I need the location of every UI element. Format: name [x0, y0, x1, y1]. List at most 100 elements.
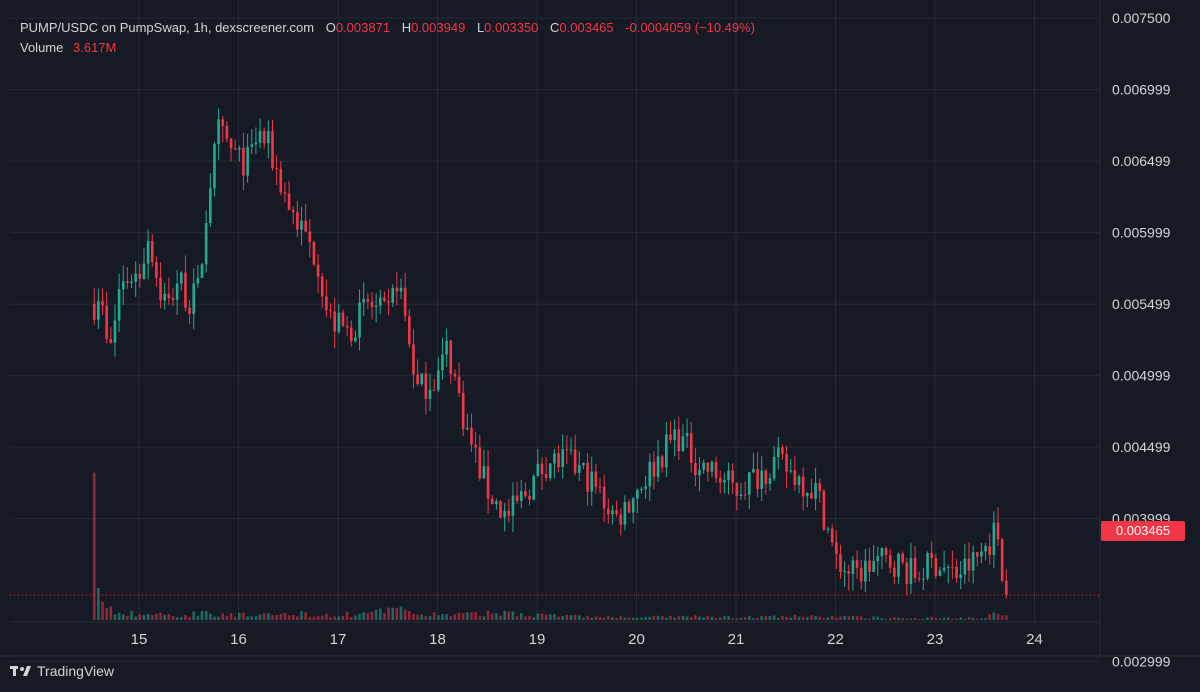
volume-bar [727, 616, 730, 620]
volume-bar [577, 615, 581, 620]
candle-body [337, 312, 341, 332]
volume-bar [859, 616, 863, 620]
volume-bar [233, 616, 237, 620]
candle-body [590, 471, 594, 492]
price-tick-label: 0.005999 [1112, 225, 1171, 241]
volume-bar [735, 618, 739, 620]
candle-body [851, 560, 855, 574]
volume-bar [905, 618, 909, 620]
volume-bar [408, 611, 411, 620]
candle-body [631, 498, 635, 513]
candle-body [718, 478, 722, 483]
candle-body [503, 510, 506, 518]
candle-body [909, 557, 913, 585]
candle-body [582, 462, 585, 466]
volume-bar [996, 613, 1000, 620]
volume-bar [437, 615, 440, 620]
price-tick-label: 0.002999 [1112, 654, 1171, 670]
volume-bar [308, 616, 312, 620]
volume-bar [159, 612, 162, 620]
candle-body [354, 337, 357, 342]
volume-bar [507, 611, 511, 620]
volume-bar [561, 615, 565, 620]
candle-body [673, 429, 676, 440]
volume-bar [806, 616, 809, 620]
time-tick-label: 17 [330, 631, 347, 648]
volume-label[interactable]: Volume [20, 40, 64, 55]
candle-body [760, 470, 764, 489]
volume-bar [150, 615, 154, 620]
candle-body [490, 498, 494, 505]
volume-bar [209, 613, 212, 620]
candle-body [403, 287, 407, 317]
candle-body [275, 168, 278, 170]
volume-bar [374, 609, 378, 620]
candle-body [225, 125, 229, 139]
candle-body [806, 493, 809, 497]
candle-body [113, 320, 117, 343]
candle-body [304, 220, 307, 232]
candle-body [752, 468, 755, 473]
volume-bar [955, 618, 958, 620]
candle-body [362, 298, 366, 303]
volume-bar [362, 612, 366, 620]
volume-bar [358, 613, 361, 620]
volume-bar [134, 616, 137, 620]
close-value: 0.003465 [559, 20, 614, 35]
volume-bar [238, 612, 241, 620]
close-label: C [550, 20, 560, 35]
volume-bar [474, 612, 477, 620]
candle-body [486, 466, 490, 499]
price-tick-label: 0.004999 [1112, 368, 1171, 384]
candle-body [557, 453, 560, 468]
volume-bar [175, 617, 179, 620]
volume-bar [495, 613, 498, 620]
candle-body [499, 501, 502, 518]
volume-bar [963, 618, 967, 620]
volume-bar [706, 616, 710, 620]
symbol-info[interactable]: PUMP/USDC on PumpSwap, 1h, dexscreener.c… [20, 20, 315, 35]
volume-bar [864, 618, 867, 620]
candle-body [830, 528, 834, 543]
volume-bar [387, 607, 390, 620]
candle-body [457, 376, 461, 393]
volume-bar [897, 617, 900, 620]
time-axis[interactable]: 15 16 17 18 19 20 21 22 23 24 [0, 621, 1200, 657]
volume-bar [267, 613, 270, 620]
candle-body [669, 434, 672, 440]
volume-bar [718, 617, 722, 620]
candle-body [358, 302, 361, 338]
candle-body [507, 510, 511, 516]
volume-bar [246, 616, 249, 620]
volume-bar [275, 614, 278, 620]
candle-body [532, 475, 535, 500]
volume-bar [461, 613, 465, 620]
candle-body [739, 494, 743, 497]
volume-bar [698, 616, 701, 620]
candle-body [258, 130, 262, 143]
price-axis[interactable]: 0.007500 0.006999 0.006499 0.005999 0.005499… [1099, 0, 1171, 670]
candle-body [466, 427, 469, 429]
candle-body [959, 574, 963, 579]
time-tick-label: 23 [927, 631, 944, 648]
volume-bar [694, 615, 697, 620]
candle-body [196, 278, 200, 284]
volume-bar [623, 617, 627, 620]
volume-bar [316, 616, 320, 620]
volume-bar [660, 615, 664, 620]
volume-bar [337, 616, 341, 620]
volume-bar [121, 614, 125, 620]
volume-bar [262, 613, 266, 620]
time-tick-label: 19 [529, 631, 546, 648]
candle-body [167, 293, 171, 299]
volume-bar [656, 615, 660, 620]
candle-body [283, 192, 287, 194]
volume-bar [428, 616, 432, 620]
volume-bar [416, 614, 419, 620]
candle-body [975, 552, 979, 557]
tradingview-footer[interactable]: TradingView [10, 663, 114, 679]
candle-body [573, 449, 577, 473]
volume-bar [424, 615, 428, 620]
